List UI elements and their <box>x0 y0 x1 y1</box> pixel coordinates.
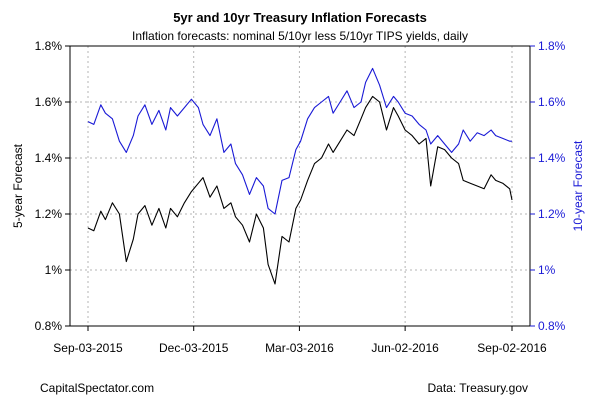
y-axis-label-left: 5-year Forecast <box>11 143 25 228</box>
chart-title: 5yr and 10yr Treasury Inflation Forecast… <box>173 10 427 25</box>
y-tick-label-left: 1.2% <box>35 207 63 221</box>
y-tick-label-left: 1% <box>45 263 63 277</box>
footer-source-site: CapitalSpectator.com <box>40 381 154 395</box>
chart-subtitle: Inflation forecasts: nominal 5/10yr less… <box>132 29 468 43</box>
y-tick-label-right: 1.6% <box>538 95 566 109</box>
axis-layer: 0.8% 0.8% 1% 1% 1.2% 1.2% 1.4% 1.4% 1.6% 1.6% 1.8%… <box>35 39 566 355</box>
plot-area-frame <box>69 45 531 327</box>
series-layer <box>87 67 513 285</box>
y-tick-label-right: 1.4% <box>538 151 566 165</box>
x-tick-label: Jun-02-2016 <box>371 341 439 355</box>
footer-data-source: Data: Treasury.gov <box>428 381 529 395</box>
y-tick-label-right: 1.8% <box>538 39 566 53</box>
y-tick-label-right: 1% <box>538 263 556 277</box>
y-tick-label-right: 1.2% <box>538 207 566 221</box>
y-tick-label-left: 1.8% <box>35 39 63 53</box>
x-tick-label: Sep-02-2016 <box>477 341 547 355</box>
x-tick-label: Dec-03-2015 <box>159 341 229 355</box>
x-tick-label: Sep-03-2015 <box>53 341 123 355</box>
grid-lines <box>70 45 530 327</box>
series-line-5yr <box>87 95 513 285</box>
series-line-10yr <box>87 67 512 215</box>
y-tick-label-right: 0.8% <box>538 319 566 333</box>
y-tick-label-left: 1.4% <box>35 151 63 165</box>
y-tick-label-left: 0.8% <box>35 319 63 333</box>
x-tick-label: Mar-03-2016 <box>265 341 334 355</box>
y-axis-label-right: 10-year Forecast <box>571 140 585 231</box>
y-tick-label-left: 1.6% <box>35 95 63 109</box>
